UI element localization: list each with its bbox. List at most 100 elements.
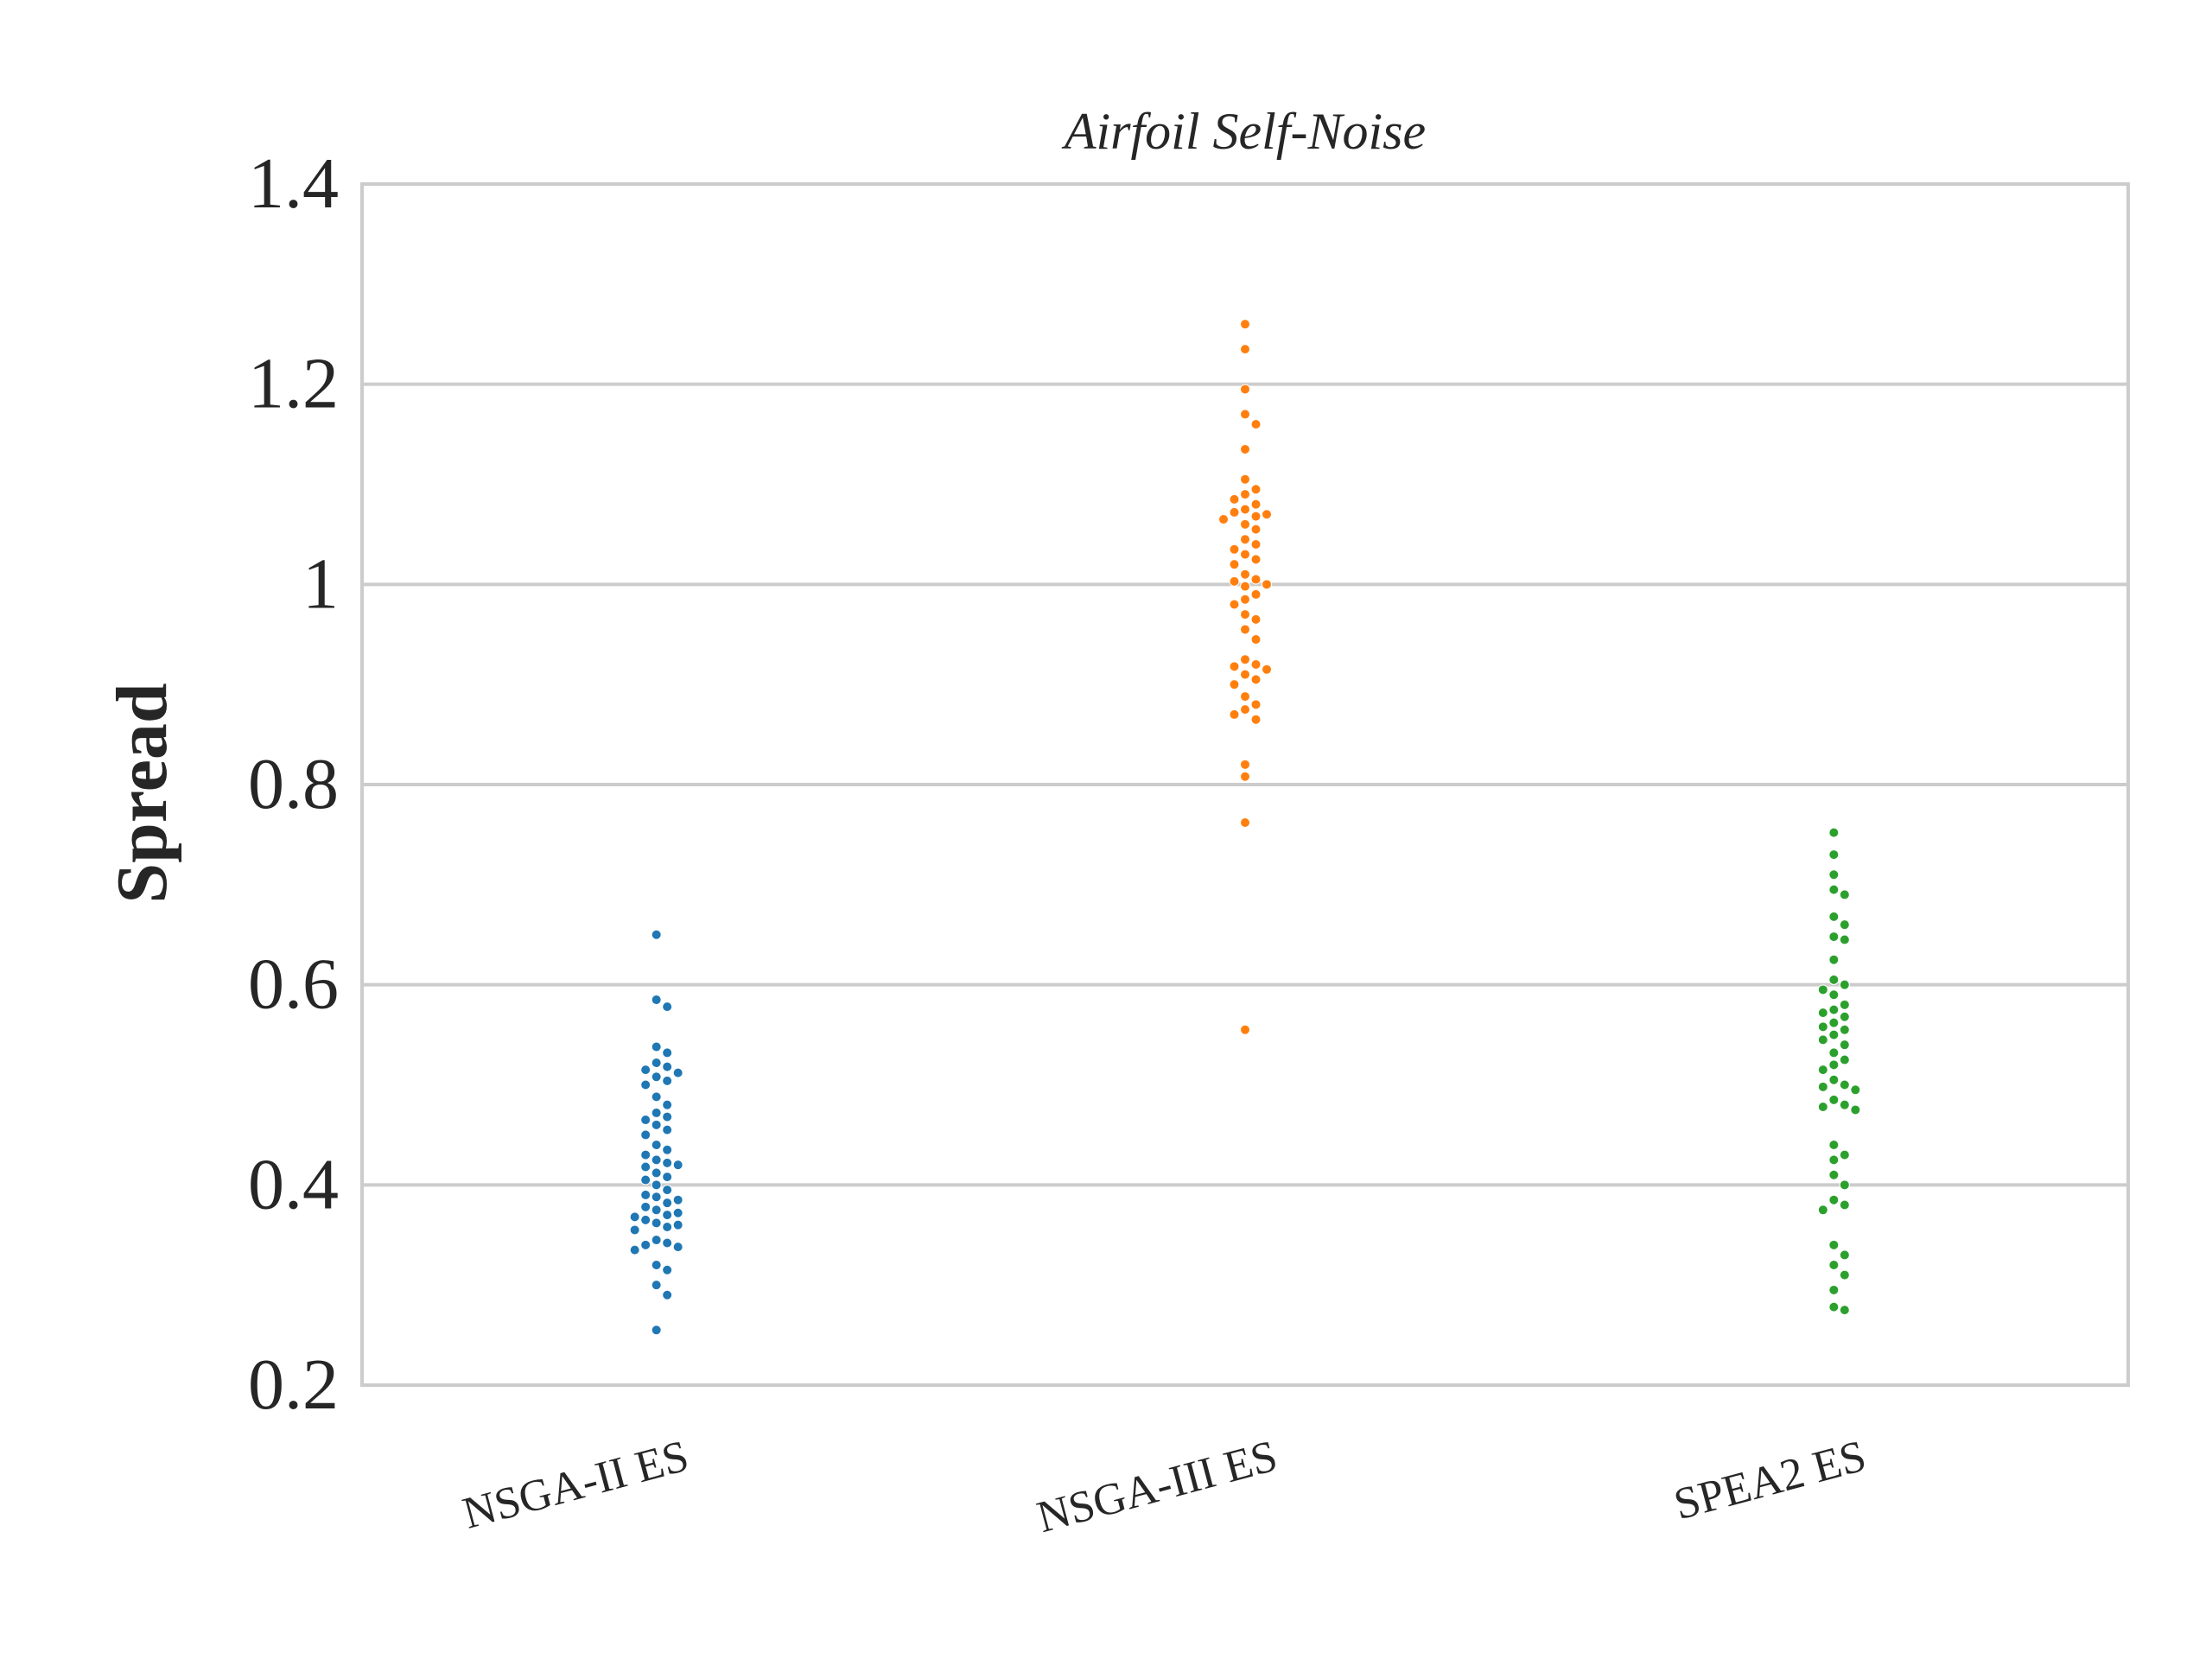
data-point <box>651 1280 662 1291</box>
data-point <box>1240 624 1250 635</box>
data-point <box>1240 594 1250 605</box>
data-point <box>1828 1004 1840 1015</box>
data-point <box>651 1041 662 1052</box>
data-point <box>1262 579 1272 590</box>
data-point <box>1250 524 1262 535</box>
data-point <box>1828 827 1840 838</box>
data-point <box>1828 884 1840 895</box>
data-point <box>662 1221 673 1232</box>
data-point <box>1240 518 1250 530</box>
data-point <box>1218 514 1229 525</box>
data-point <box>1229 575 1240 587</box>
data-point <box>651 995 662 1006</box>
data-point <box>1229 709 1240 720</box>
data-point <box>672 1194 683 1205</box>
data-point <box>1839 934 1850 945</box>
data-point <box>1839 1099 1850 1110</box>
data-point <box>1839 1149 1850 1160</box>
data-point <box>1250 588 1262 600</box>
data-point <box>1250 499 1262 510</box>
data-point <box>1828 1029 1840 1040</box>
data-point <box>1240 704 1250 715</box>
data-point <box>1817 1034 1828 1046</box>
data-point <box>1240 581 1250 592</box>
data-point <box>672 1067 683 1078</box>
data-point <box>1250 484 1262 495</box>
y-tick-label: 0.6 <box>248 944 339 1025</box>
data-point <box>1839 999 1850 1010</box>
x-tick-label: SPEA2 ES <box>1669 1432 1872 1530</box>
data-point <box>1817 1065 1828 1076</box>
data-point <box>1817 1021 1828 1033</box>
data-point <box>1828 931 1840 943</box>
data-point <box>651 1119 662 1130</box>
data-point <box>1240 384 1250 395</box>
data-point <box>662 1124 673 1135</box>
data-point <box>672 1242 683 1253</box>
data-point <box>651 929 662 940</box>
data-point <box>651 1058 662 1069</box>
data-point <box>1828 1017 1840 1028</box>
data-point <box>1240 443 1250 454</box>
data-point <box>640 1065 652 1076</box>
data-point <box>1229 661 1240 672</box>
data-point <box>629 1244 640 1255</box>
data-point <box>1839 1079 1850 1090</box>
data-point <box>640 1115 652 1126</box>
data-point <box>1250 714 1262 725</box>
data-point <box>1240 504 1250 515</box>
data-point <box>651 1091 662 1103</box>
data-point <box>1828 989 1840 1001</box>
data-point <box>662 1172 673 1183</box>
data-point <box>1828 1059 1840 1071</box>
data-point <box>1850 1084 1861 1096</box>
data-point <box>662 1264 673 1275</box>
data-point <box>1240 669 1250 680</box>
data-point <box>662 1237 673 1249</box>
data-point <box>1817 1007 1828 1019</box>
x-tick-label: NSGA-II ES <box>458 1432 694 1539</box>
y-tick-label: 0.4 <box>248 1144 339 1224</box>
data-point <box>651 1154 662 1166</box>
data-point <box>1229 543 1240 555</box>
data-point <box>1817 984 1828 995</box>
data-point <box>640 1189 652 1200</box>
data-point <box>651 1325 662 1336</box>
x-tick-labels: NSGA-II ES NSGA-III ES SPEA2 ES <box>458 1432 1872 1543</box>
data-point <box>672 1219 683 1230</box>
data-point <box>1240 409 1250 420</box>
data-point <box>662 1111 673 1122</box>
y-tick-label: 0.8 <box>248 744 339 824</box>
data-point <box>662 1075 673 1086</box>
data-point <box>1250 574 1262 585</box>
data-point <box>1240 771 1250 782</box>
data-point <box>662 1047 673 1058</box>
data-point <box>651 1107 662 1118</box>
data-points <box>629 319 1861 1336</box>
data-point <box>1229 599 1240 610</box>
data-point <box>1229 559 1240 570</box>
data-point <box>1828 1074 1840 1085</box>
data-point <box>1828 1301 1840 1313</box>
data-point <box>1250 613 1262 625</box>
data-point <box>1817 1205 1828 1216</box>
data-point <box>1828 911 1840 922</box>
data-point <box>640 1129 652 1141</box>
data-point <box>1828 1239 1840 1250</box>
data-point <box>1250 511 1262 522</box>
plot-frame <box>360 182 2130 1387</box>
data-point <box>1240 609 1250 620</box>
data-point <box>1240 474 1250 485</box>
data-point <box>640 1161 652 1173</box>
data-point <box>1839 1024 1850 1035</box>
data-point <box>1828 849 1840 861</box>
data-point <box>1828 1140 1840 1150</box>
y-tick-label: 1.2 <box>248 344 339 424</box>
data-point <box>1240 1024 1250 1035</box>
data-point <box>1839 1249 1850 1261</box>
data-point <box>1839 1305 1850 1316</box>
data-point <box>1240 817 1250 829</box>
data-point <box>651 1071 662 1083</box>
data-point <box>1817 1081 1828 1092</box>
